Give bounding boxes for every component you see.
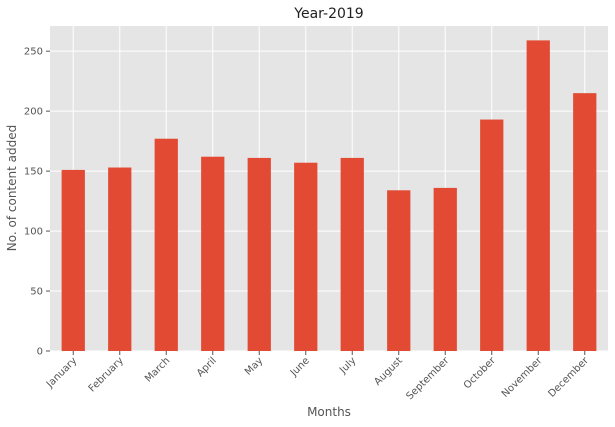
x-tick-label: February bbox=[87, 355, 126, 394]
x-tick-label: October bbox=[462, 355, 499, 392]
bar-december bbox=[573, 93, 597, 352]
x-axis-label: Months bbox=[307, 405, 351, 419]
bars bbox=[61, 40, 597, 352]
y-tick-label: 250 bbox=[24, 47, 43, 58]
x-axis-ticks: January February March April May June July Augu… bbox=[44, 351, 591, 402]
bar-august bbox=[387, 190, 411, 351]
plot-area bbox=[50, 26, 608, 351]
y-axis-ticks: 0 50 100 150 200 250 bbox=[24, 47, 50, 358]
bar-february bbox=[108, 167, 132, 351]
bar-may bbox=[247, 157, 271, 351]
x-tick-label: July bbox=[337, 355, 358, 376]
y-tick-label: 50 bbox=[30, 287, 43, 298]
y-tick-label: 150 bbox=[24, 167, 43, 178]
x-tick-label: December bbox=[546, 355, 591, 400]
chart-title: Year-2019 bbox=[293, 6, 363, 22]
bar-june bbox=[294, 162, 318, 351]
y-axis-label: No. of content added bbox=[5, 125, 19, 251]
x-tick-label: March bbox=[143, 355, 172, 384]
x-tick-label: June bbox=[288, 355, 312, 379]
x-tick-label: August bbox=[372, 355, 405, 388]
x-tick-label: September bbox=[405, 355, 452, 402]
y-tick-label: 0 bbox=[37, 347, 43, 358]
bar-march bbox=[154, 138, 178, 351]
y-tick-label: 100 bbox=[24, 227, 43, 238]
bar-october bbox=[480, 119, 504, 351]
x-tick-label: May bbox=[243, 355, 265, 377]
bar-september bbox=[433, 187, 457, 351]
x-tick-label: January bbox=[44, 355, 79, 390]
bar-november bbox=[526, 40, 550, 351]
bar-january bbox=[61, 169, 85, 351]
x-tick-label: April bbox=[195, 355, 219, 379]
y-tick-label: 200 bbox=[24, 107, 43, 118]
x-tick-label: November bbox=[500, 355, 545, 400]
bar-july bbox=[340, 157, 364, 351]
bar-april bbox=[201, 156, 225, 351]
